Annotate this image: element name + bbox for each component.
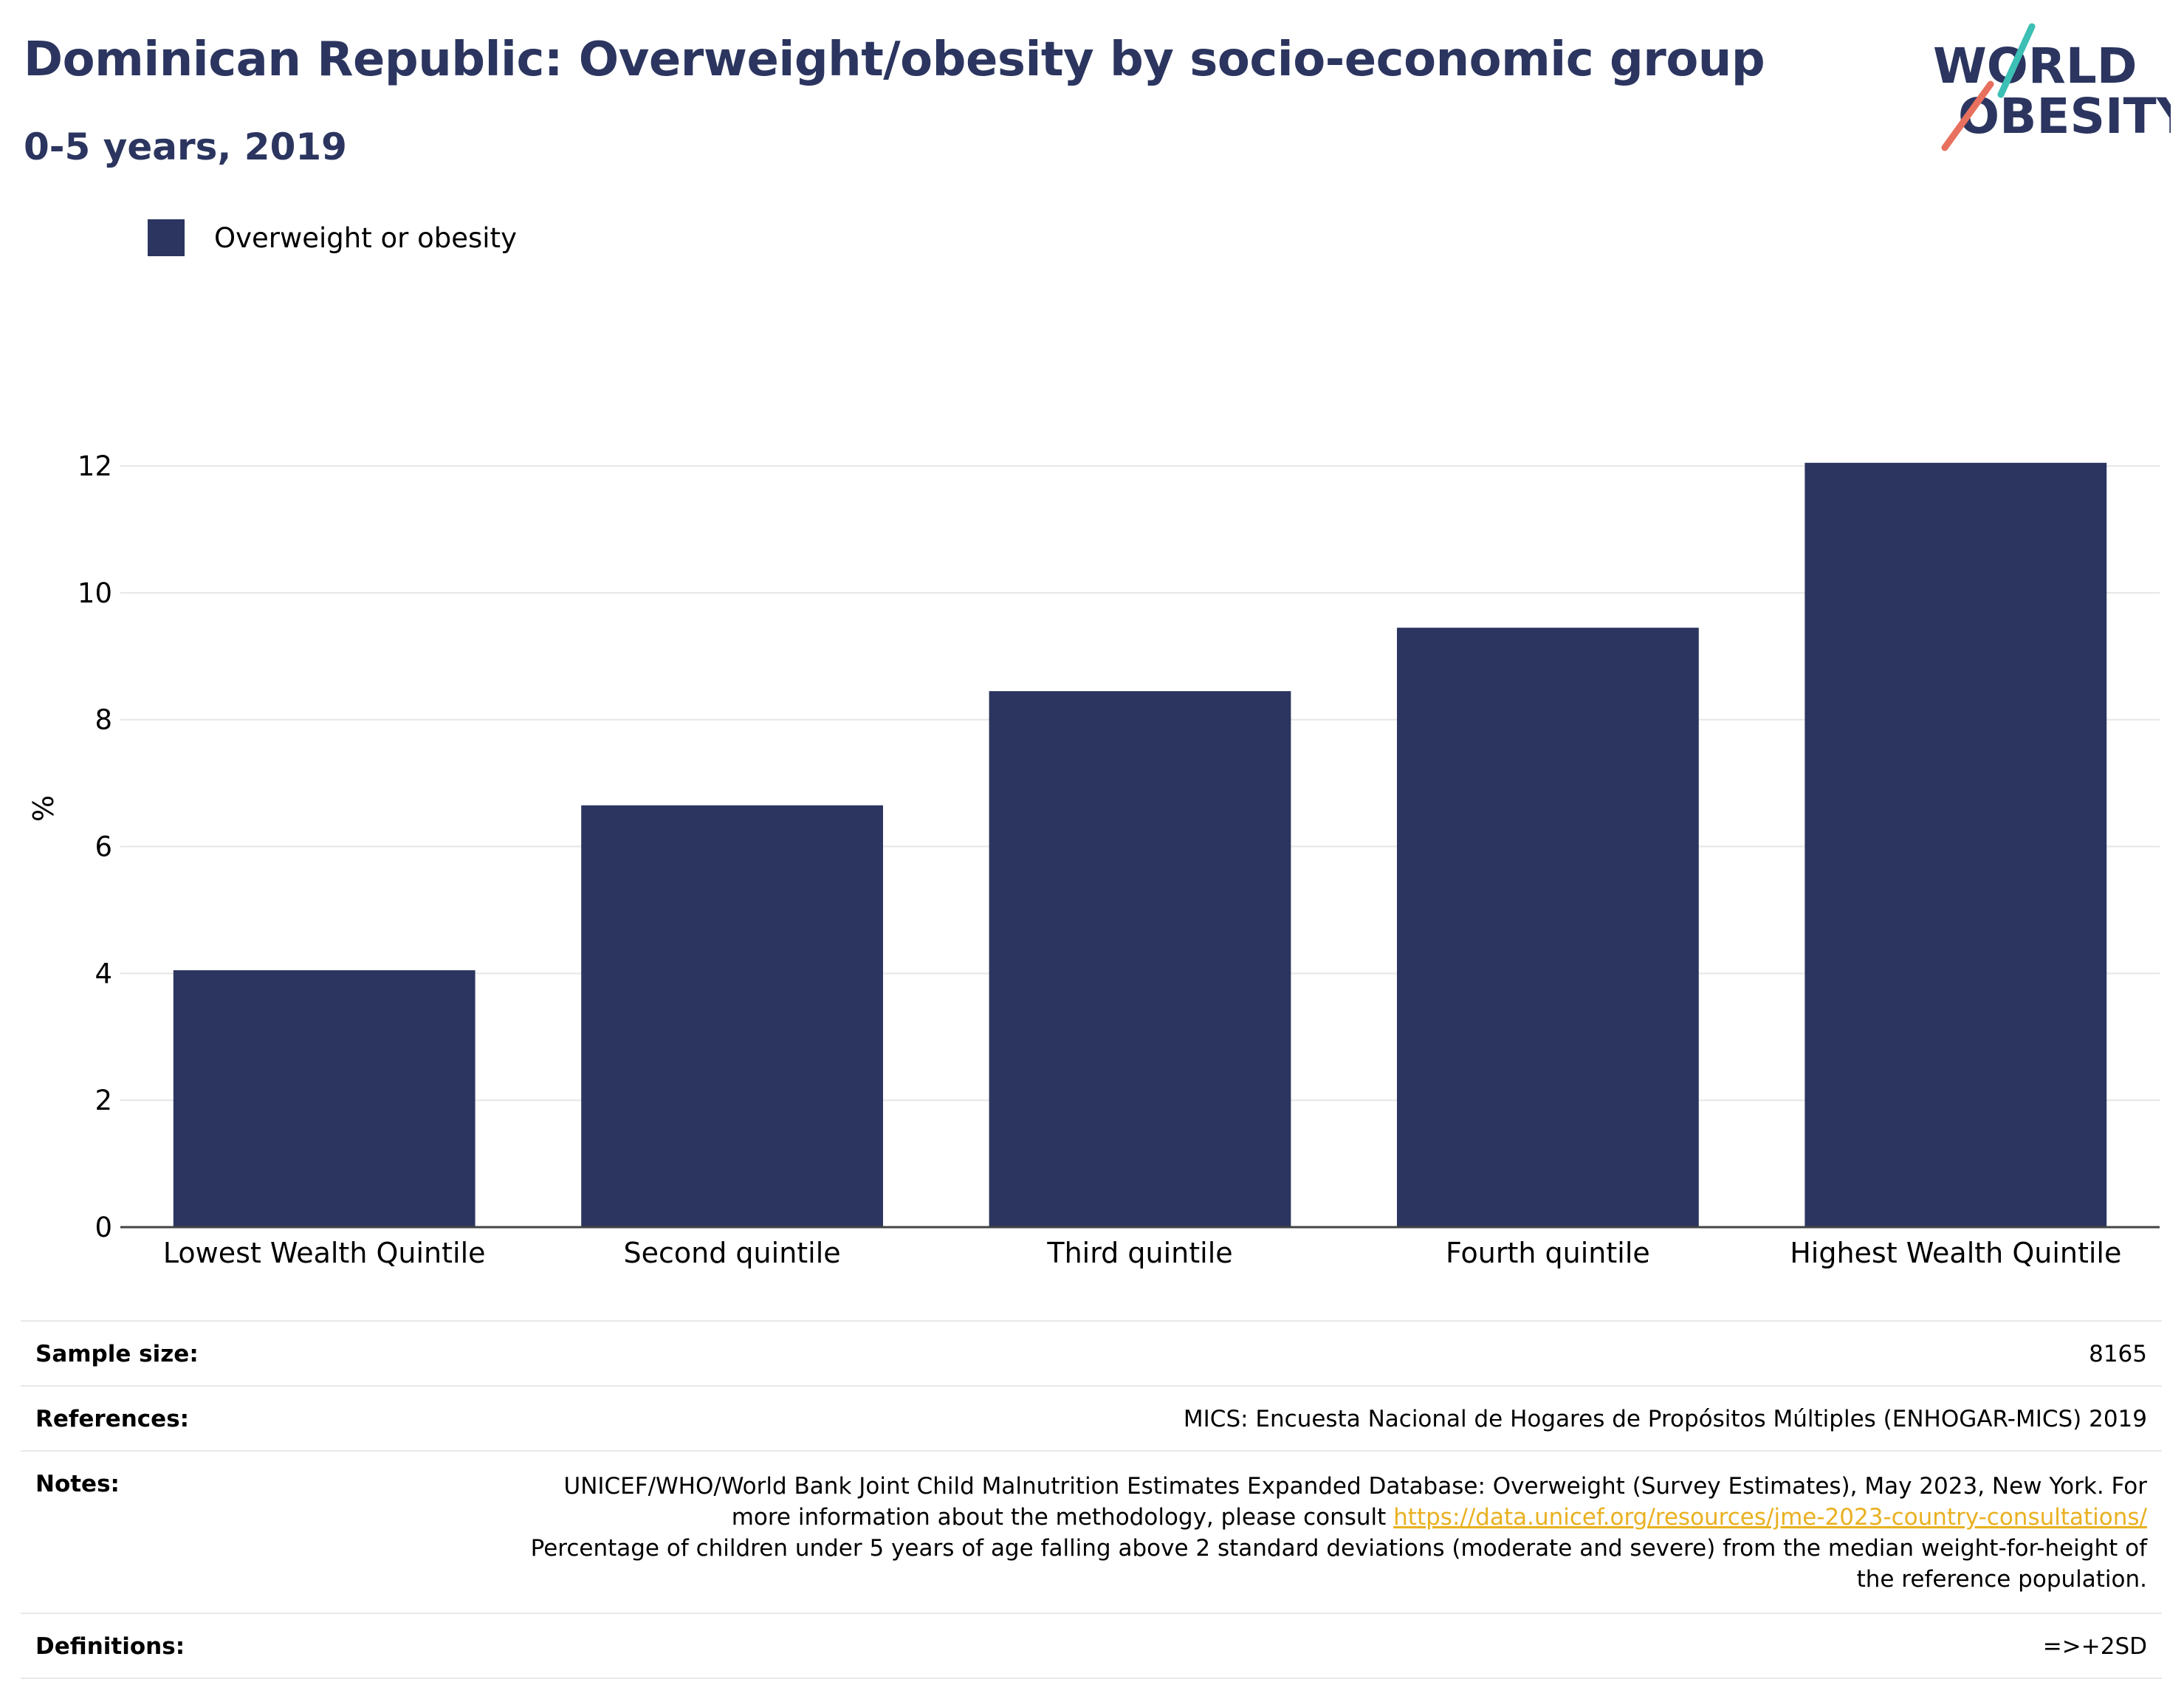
y-tick-label-4: 4 (95, 958, 112, 989)
definitions-label: Definitions: (35, 1633, 185, 1660)
legend-label: Overweight or obesity (214, 222, 517, 254)
sample-size-value: 8165 (2089, 1341, 2147, 1367)
y-tick-labels: 0 2 4 6 8 10 12 (78, 450, 112, 1243)
chart-footer: Sample size: 8165 References: MICS: Encu… (21, 1320, 2162, 1679)
logo-text-world: WORLD (1933, 38, 2137, 95)
notes-value: UNICEF/WHO/World Bank Joint Child Malnut… (523, 1471, 2147, 1595)
y-tick-label-8: 8 (95, 704, 112, 736)
footer-sample-size: Sample size: 8165 (21, 1320, 2162, 1385)
footer-notes: Notes: UNICEF/WHO/World Bank Joint Child… (21, 1450, 2162, 1613)
y-axis-label: % (27, 795, 60, 822)
notes-text: UNICEF/WHO/World Bank Joint Child Malnut… (563, 1473, 2148, 1531)
x-tick-label-4: Fourth quintile (1446, 1237, 1650, 1269)
references-value: MICS: Encuesta Nacional de Hogares de Pr… (1183, 1406, 2147, 1432)
x-tick-labels: Lowest Wealth Quintile Second quintile Thi… (163, 1237, 2122, 1269)
x-tick-label-5: Highest Wealth Quintile (1790, 1237, 2121, 1269)
world-obesity-logo: WORLD OBESITY (1933, 23, 2171, 151)
notes-definition-text: Percentage of children under 5 years of … (530, 1535, 2147, 1593)
bars (173, 462, 2107, 1228)
y-tick-label-12: 12 (78, 450, 112, 482)
logo-text-obesity: OBESITY (1958, 88, 2171, 145)
legend-swatch (148, 219, 185, 256)
footer-definitions: Definitions: =>+2SD (21, 1613, 2162, 1679)
bar-5 (1804, 462, 2107, 1228)
y-tick-label-10: 10 (78, 577, 112, 609)
notes-methodology-link[interactable]: https://data.unicef.org/resources/jme-20… (1393, 1504, 2147, 1531)
x-tick-label-2: Second quintile (624, 1237, 841, 1269)
footer-references: References: MICS: Encuesta Nacional de H… (21, 1385, 2162, 1450)
references-label: References: (35, 1406, 190, 1432)
x-tick-label-3: Third quintile (1046, 1237, 1232, 1269)
chart-title: Dominican Republic: Overweight/obesity b… (24, 32, 1765, 87)
y-tick-label-6: 6 (95, 831, 112, 863)
bar-chart: 0 2 4 6 8 10 12 Lowest Wealth Quintile Second q… (27, 450, 2160, 1269)
sample-size-label: Sample size: (35, 1341, 199, 1367)
chart-subtitle: 0-5 years, 2019 (24, 126, 347, 168)
chart-legend: Overweight or obesity (148, 219, 517, 257)
logo-slash-teal (1997, 23, 2036, 98)
y-tick-label-2: 2 (95, 1085, 112, 1116)
bar-2 (581, 805, 883, 1227)
x-tick-label-1: Lowest Wealth Quintile (163, 1237, 486, 1269)
y-tick-label-0: 0 (95, 1212, 112, 1243)
bar-4 (1397, 628, 1699, 1227)
logo-slash-coral (1941, 80, 1994, 151)
bar-3 (989, 691, 1291, 1227)
definitions-value: =>+2SD (2042, 1633, 2147, 1660)
notes-label: Notes: (35, 1471, 120, 1497)
bar-1 (173, 970, 475, 1227)
